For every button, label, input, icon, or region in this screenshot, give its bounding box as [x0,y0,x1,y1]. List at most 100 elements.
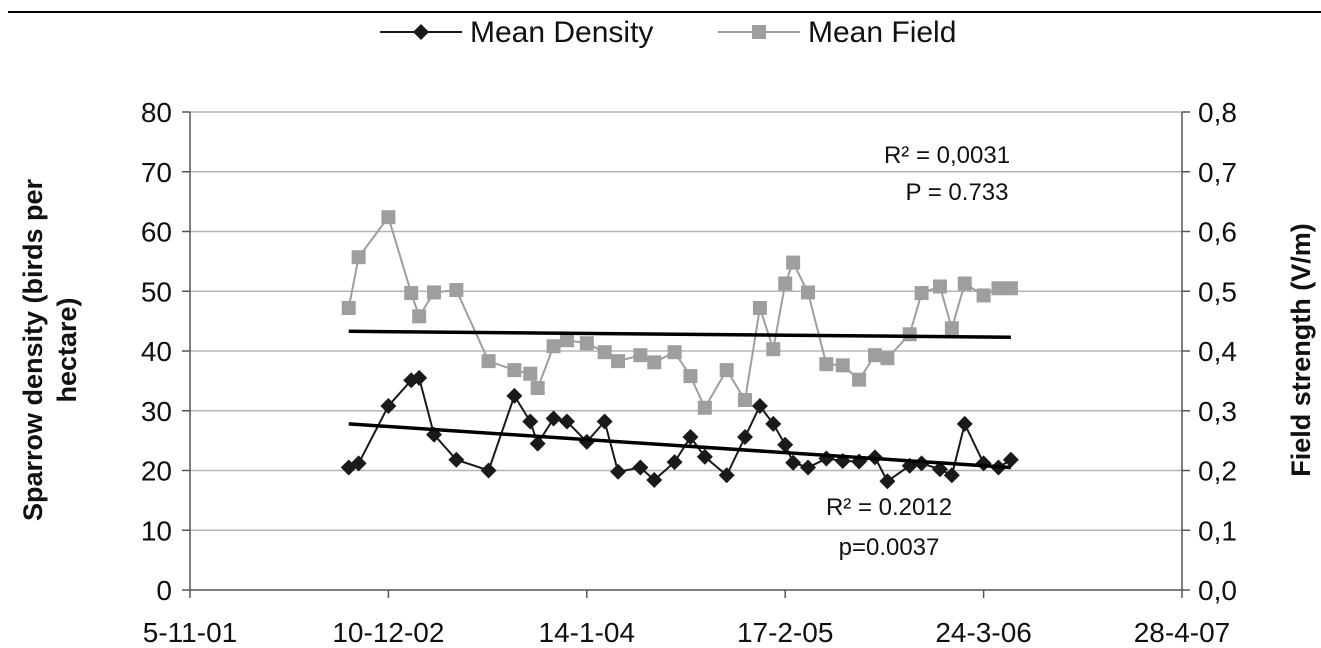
left-tick-label: 40 [141,336,172,367]
right-axis-title: Field strength (V/m) [1286,223,1316,477]
data-point [480,462,497,479]
right-tick-label: 0,8 [1198,97,1237,128]
data-point [696,448,713,465]
axes [182,111,1190,598]
right-tick-label: 0,3 [1198,396,1237,427]
data-point [1003,281,1018,296]
data-point [507,363,522,378]
series-line [347,214,1011,410]
left-tick-label: 60 [141,217,172,248]
annotation-field-r2: R² = 0,0031 [884,142,1010,169]
legend: Mean Density Mean Field [380,16,956,49]
data-point [777,436,794,453]
data-point [818,450,835,467]
data-point [976,288,991,303]
data-point [522,413,539,430]
data-point [427,285,442,300]
data-point [879,473,896,490]
data-point [718,467,735,484]
x-tick-label: 14-1-04 [539,617,636,648]
data-point [914,286,929,301]
data-point [647,355,662,370]
data-point [380,397,397,414]
left-axis-title-line1: Sparrow density (birds per [18,178,48,521]
data-point [381,210,396,225]
x-tick-label: 5-11-01 [143,617,237,648]
right-tick-label: 0,1 [1198,515,1237,546]
x-tick-label: 24-3-06 [935,617,1032,648]
data-point [545,410,562,427]
series-mean-field [341,210,1018,415]
data-point [957,276,972,291]
data-point [801,285,816,300]
data-point [785,454,802,471]
data-point [778,276,793,291]
left-axis-title-line2: hectare) [52,297,82,402]
trendline-field [348,329,1011,340]
left-tick-label: 70 [141,157,172,188]
legend-swatch-density-marker [413,24,429,40]
data-point [611,354,626,369]
right-tick-label: 0,7 [1198,157,1237,188]
data-point [350,455,367,472]
data-point [682,429,699,446]
data-point [646,472,663,489]
data-point [506,387,523,404]
trendline-density [348,422,1011,470]
left-tick-label: 20 [141,456,172,487]
data-point [752,300,767,315]
legend-entry-field: Mean Field [718,16,956,49]
left-tick-label: 30 [141,396,172,427]
data-point [559,333,574,348]
x-tick-label: 17-2-05 [737,617,834,648]
right-tick-label: 0,2 [1198,456,1237,487]
data-point [404,286,419,301]
data-point [449,283,464,298]
data-point [632,459,649,476]
data-point [523,366,538,381]
x-tick-label: 10-12-02 [332,617,444,648]
data-point [737,429,754,446]
right-axis-ticks: 0,0 0,1 0,2 0,3 0,4 0,5 0,6 0,7 0,8 [1198,97,1237,606]
legend-swatch-field-marker [752,25,766,39]
data-point [765,415,782,432]
right-tick-label: 0,5 [1198,276,1237,307]
data-point [448,451,465,468]
data-point [932,279,947,294]
data-point [943,467,960,484]
left-axis-ticks: 0 10 20 30 40 50 60 70 80 [141,97,172,606]
data-point [529,435,546,452]
left-tick-label: 50 [141,276,172,307]
data-point [956,415,973,432]
data-point [800,459,817,476]
legend-label-field: Mean Field [808,16,956,49]
data-point [738,392,753,407]
x-tick-label: 28-4-07 [1134,617,1231,648]
data-point [766,342,781,357]
data-point [786,255,801,270]
left-tick-label: 10 [141,515,172,546]
data-point [867,348,882,363]
data-point [697,400,712,415]
data-point [351,250,366,265]
data-point [341,300,356,315]
data-point [931,461,948,478]
data-point [411,369,428,386]
data-point [751,397,768,414]
data-point [546,339,561,354]
data-point [481,354,496,369]
right-tick-label: 0,0 [1198,575,1237,606]
data-point [558,413,575,430]
data-point [902,327,917,342]
data-point [579,336,594,351]
data-point [880,351,895,366]
data-point [819,357,834,372]
legend-entry-density: Mean Density [380,16,653,49]
data-point [610,463,627,480]
data-point [530,381,545,396]
gridlines [190,111,1182,531]
legend-label-density: Mean Density [470,16,653,49]
right-tick-label: 0,6 [1198,217,1237,248]
x-axis-ticks: 5-11-01 10-12-02 14-1-04 17-2-05 24-3-06 28-4… [143,617,1230,648]
data-point [597,345,612,360]
